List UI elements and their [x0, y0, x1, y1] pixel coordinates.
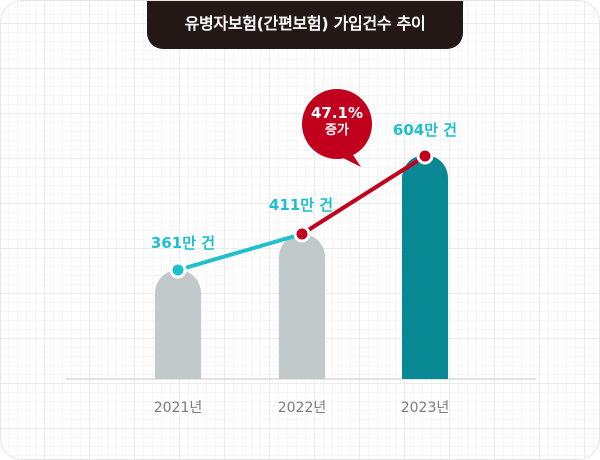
x-tick-2023: 2023년	[400, 400, 450, 416]
trend-line-growth	[300, 154, 427, 236]
bar-2021	[155, 270, 201, 379]
value-label-2023: 604만 건	[392, 121, 458, 139]
x-tick-2021: 2021년	[153, 400, 203, 416]
value-label-2021: 361만 건	[150, 234, 216, 252]
point-2022	[293, 225, 311, 243]
point-2023	[416, 147, 434, 165]
growth-bubble: 47.1% 증가	[302, 89, 372, 159]
trend-line-past	[177, 232, 303, 272]
value-label-2022: 411만 건	[268, 196, 334, 214]
growth-text: 증가	[325, 123, 349, 138]
chart-title: 유병자보험(간편보험) 가입건수 추이	[147, 1, 463, 49]
x-tick-2022: 2022년	[277, 400, 327, 416]
growth-percent: 47.1%	[310, 104, 364, 122]
bar-2023	[402, 155, 448, 379]
bar-2022	[279, 234, 325, 379]
point-2021	[169, 261, 187, 279]
